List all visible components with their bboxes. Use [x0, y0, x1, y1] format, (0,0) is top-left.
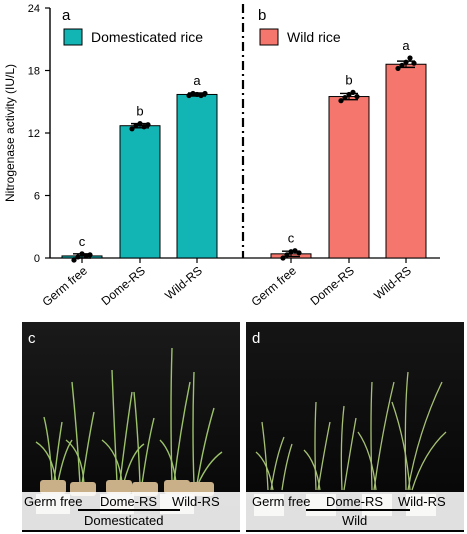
data-point [280, 255, 286, 261]
photo-c-label-germ-free: Germ free [24, 494, 83, 509]
data-point [71, 257, 77, 263]
data-point [395, 65, 401, 72]
data-point [354, 93, 360, 100]
bar [385, 63, 427, 259]
photo-panel-c: c Germ free Dome-RS Wild-RS Domesticated [22, 322, 240, 532]
photo-d-group-line [306, 509, 410, 511]
photo-d-label-dome-rs: Dome-RS [326, 494, 384, 509]
data-point [296, 250, 302, 256]
legend-label: Domesticated rice [91, 29, 203, 45]
data-point [198, 92, 204, 99]
y-axis-label: Nitrogenase activity (IU/L) [3, 64, 17, 202]
significance-label: a [193, 73, 201, 88]
x-tick-label: Dome-RS [99, 264, 148, 309]
data-point [284, 252, 290, 258]
significance-label: c [288, 231, 295, 246]
photo-c-group-label: Domesticated [84, 513, 164, 528]
significance-label: a [402, 38, 410, 53]
data-point [79, 251, 85, 257]
data-point [407, 55, 413, 61]
significance-label: c [79, 234, 86, 249]
y-tick-label: 6 [34, 191, 40, 203]
significance-label: b [345, 72, 352, 87]
data-point [190, 90, 196, 97]
y-tick-label: 0 [34, 253, 40, 265]
photo-caption-d: Germ free Dome-RS Wild-RS Wild [246, 492, 464, 530]
photo-c-label-dome-rs: Dome-RS [100, 494, 158, 509]
data-point [350, 89, 356, 95]
data-point [338, 98, 344, 104]
nitrogenase-chart: 0 6 12 18 24 Nitrogenase activity (IU/L) a Dome… [3, 3, 440, 309]
panel-label-c: c [28, 330, 36, 347]
data-point [186, 92, 192, 99]
data-point [133, 123, 139, 129]
data-point [141, 124, 147, 130]
data-point [292, 248, 298, 254]
bar [119, 125, 161, 259]
data-point [145, 122, 151, 128]
legend-swatch [259, 28, 279, 46]
data-point [288, 249, 294, 255]
panel-label-a: a [62, 7, 71, 24]
panel-label-b: b [258, 7, 266, 24]
x-tick-label: Germ free [249, 263, 300, 309]
bar [176, 93, 218, 259]
photo-d-label-germ-free: Germ free [252, 494, 311, 509]
photo-c-group-line [78, 509, 180, 511]
data-point [194, 91, 200, 98]
photo-panel-d: d Germ free Dome-RS Wild-RS Wild [246, 322, 464, 532]
photo-caption-c: Germ free Dome-RS Wild-RS Domesticated [22, 492, 240, 530]
data-point [346, 91, 352, 98]
data-point [87, 252, 93, 258]
legend-swatch [63, 28, 83, 46]
data-point [399, 62, 405, 68]
x-tick-label: Wild-RS [162, 264, 205, 303]
data-point [75, 254, 81, 260]
x-tick-label: Dome-RS [308, 264, 357, 309]
significance-label: b [136, 104, 143, 119]
data-point [411, 60, 417, 66]
y-tick-label: 24 [28, 3, 40, 15]
data-point [403, 59, 409, 65]
x-tick-label: Germ free [40, 263, 91, 309]
photo-c-label-wild-rs: Wild-RS [172, 494, 220, 509]
bar [328, 96, 370, 259]
data-point [202, 90, 208, 97]
photo-d-label-wild-rs: Wild-RS [398, 494, 446, 509]
data-point [137, 121, 143, 127]
x-tick-label: Wild-RS [371, 264, 414, 303]
data-point [129, 126, 135, 132]
photo-d-group-label: Wild [342, 513, 368, 528]
data-point [83, 253, 89, 259]
legend-label: Wild rice [287, 29, 341, 45]
y-tick-label: 12 [28, 128, 40, 140]
data-point [342, 94, 348, 101]
y-tick-label: 18 [28, 66, 40, 78]
panel-label-d: d [252, 330, 261, 347]
